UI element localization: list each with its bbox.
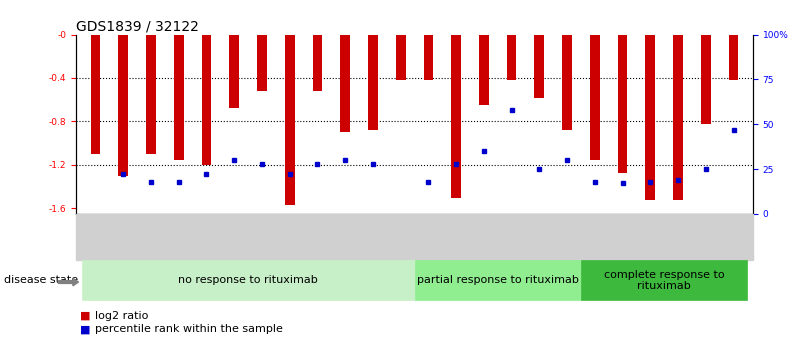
Bar bbox=[202, 34, 211, 165]
Bar bbox=[534, 34, 544, 98]
Bar bbox=[229, 34, 239, 108]
Bar bbox=[451, 34, 461, 198]
Bar bbox=[701, 34, 710, 124]
Bar bbox=[673, 34, 683, 200]
Text: ■: ■ bbox=[80, 325, 91, 334]
Text: log2 ratio: log2 ratio bbox=[95, 311, 148, 321]
Text: disease state: disease state bbox=[4, 275, 78, 285]
Text: complete response to
rituximab: complete response to rituximab bbox=[604, 269, 724, 291]
Bar bbox=[146, 34, 156, 154]
Text: ■: ■ bbox=[80, 311, 91, 321]
Text: GDS1839 / 32122: GDS1839 / 32122 bbox=[76, 19, 199, 33]
Bar bbox=[396, 34, 405, 80]
Bar bbox=[646, 34, 655, 200]
Bar bbox=[257, 34, 267, 91]
Text: partial response to rituximab: partial response to rituximab bbox=[417, 275, 578, 285]
Bar bbox=[119, 34, 128, 176]
Bar bbox=[340, 34, 350, 132]
Bar bbox=[424, 34, 433, 80]
Bar bbox=[618, 34, 627, 172]
Bar bbox=[368, 34, 378, 130]
Text: percentile rank within the sample: percentile rank within the sample bbox=[95, 325, 283, 334]
Bar bbox=[174, 34, 183, 159]
Bar bbox=[312, 34, 322, 91]
Bar bbox=[562, 34, 572, 130]
Bar bbox=[91, 34, 100, 154]
Bar bbox=[507, 34, 517, 80]
Bar bbox=[729, 34, 739, 80]
Bar bbox=[590, 34, 600, 159]
Bar bbox=[479, 34, 489, 105]
Text: no response to rituximab: no response to rituximab bbox=[178, 275, 318, 285]
Bar bbox=[285, 34, 295, 205]
